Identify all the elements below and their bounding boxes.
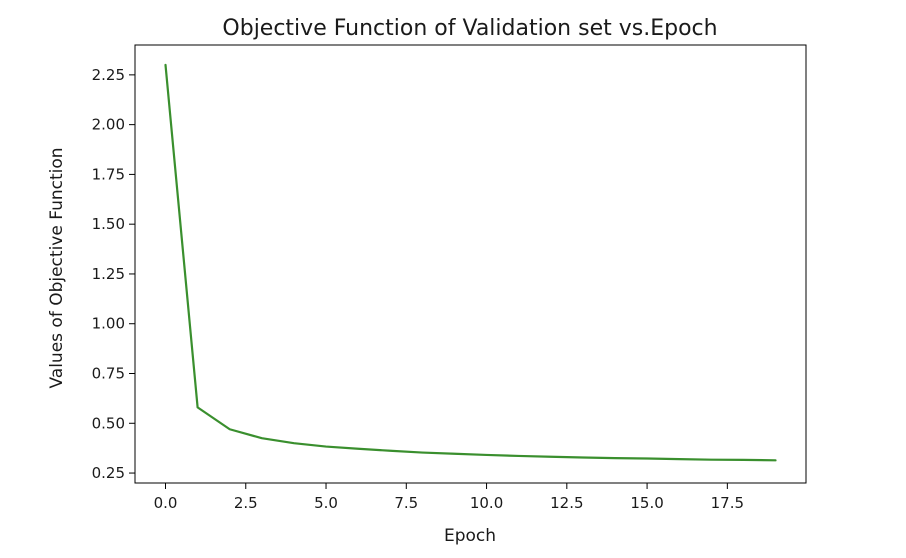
y-axis-label: Values of Objective Function: [47, 147, 67, 388]
plot-frame: [134, 44, 807, 484]
plot-area: 0.0 2.5 5.0 7.5 10.0 12.5 15.0 17.5 0.25 0.50 0.75…: [92, 44, 807, 512]
x-tick-label: 10.0: [470, 494, 503, 512]
chart-title: Objective Function of Validation set vs.…: [222, 16, 717, 41]
y-tick-label: 0.50: [92, 414, 125, 432]
y-tick-label: 1.25: [92, 265, 125, 283]
x-axis-label: Epoch: [444, 526, 496, 546]
y-tick-label: 1.00: [92, 315, 125, 333]
y-tick-label: 0.25: [92, 464, 125, 482]
x-tick-label: 15.0: [630, 494, 663, 512]
x-tick-label: 2.5: [234, 494, 258, 512]
x-tick-label: 17.5: [711, 494, 744, 512]
y-tick-label: 0.75: [92, 365, 125, 383]
y-tick-label: 1.75: [92, 165, 125, 183]
y-tick-label: 2.25: [92, 66, 125, 84]
y-tick-label: 2.00: [92, 116, 125, 134]
series-line-0: [164, 63, 777, 462]
x-tick-label: 5.0: [314, 494, 338, 512]
y-tick-label: 1.50: [92, 215, 125, 233]
x-tick-label: 12.5: [550, 494, 583, 512]
x-tick-label: 0.0: [154, 494, 178, 512]
x-tick-label: 7.5: [394, 494, 418, 512]
